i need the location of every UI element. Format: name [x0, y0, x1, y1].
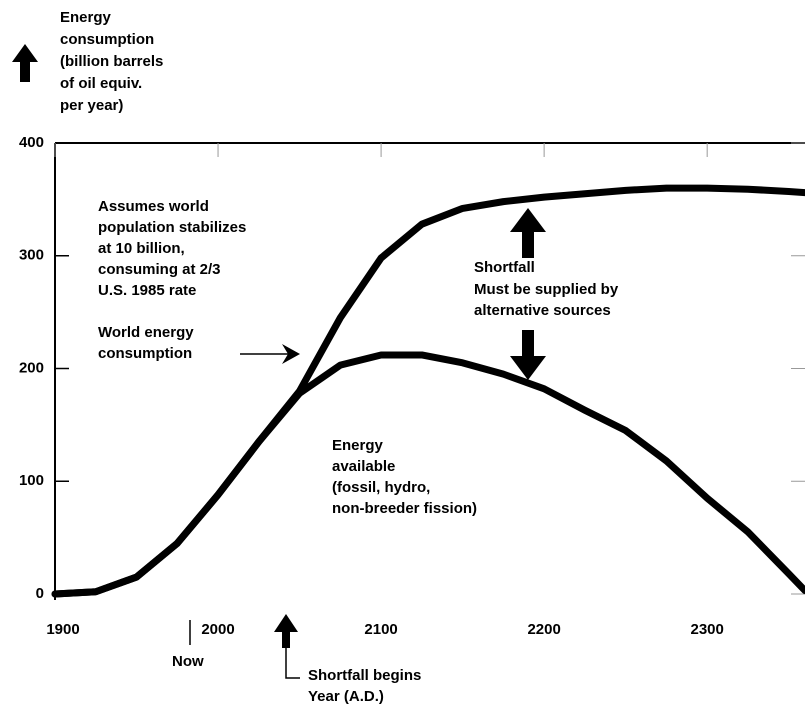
- y-tick-label: 400: [19, 134, 44, 151]
- y-tick-label: 300: [19, 247, 44, 264]
- x-label: Shortfall begins: [308, 667, 421, 684]
- pointer: [285, 648, 300, 679]
- line: [51, 351, 805, 598]
- x-tick-label: 2000: [201, 621, 234, 638]
- x-tick-label: 2300: [690, 621, 723, 638]
- y-label: (billion barrels: [60, 53, 163, 70]
- annotation: Now: [172, 653, 204, 670]
- annotation: U.S. 1985 rate: [98, 282, 196, 299]
- annotation: Assumes world: [98, 198, 209, 215]
- shortfall-begins-arrow: [274, 614, 298, 648]
- annotation: consumption: [98, 345, 192, 362]
- annotation: at 10 billion,: [98, 240, 185, 257]
- y-label: consumption: [60, 31, 154, 48]
- pointer-head: [282, 344, 300, 364]
- annotation: alternative sources: [474, 302, 611, 319]
- y-label: Energy: [60, 9, 112, 26]
- annotation: World energy: [98, 324, 194, 341]
- x-tick-label: 2100: [364, 621, 397, 638]
- y-tick-label: 100: [19, 472, 44, 489]
- y-label: of oil equiv.: [60, 75, 142, 92]
- y-tick-label: 0: [36, 585, 44, 602]
- shortfall-arrow: [510, 208, 546, 258]
- annotation: Shortfall: [474, 259, 535, 276]
- annotation: consuming at 2/3: [98, 261, 221, 278]
- annotation: (fossil, hydro,: [332, 479, 430, 496]
- shortfall-arrow: [510, 330, 546, 380]
- x-tick-label: 1900: [46, 621, 79, 638]
- annotation: Energy: [332, 437, 384, 454]
- y-label: per year): [60, 97, 123, 114]
- annotation: non-breeder fission): [332, 500, 477, 517]
- x-tick-label: 2200: [527, 621, 560, 638]
- annotation: available: [332, 458, 395, 475]
- axis-arrow: [12, 44, 38, 82]
- x-label: Year (A.D.): [308, 688, 384, 704]
- y-tick-label: 200: [19, 359, 44, 376]
- annotation: population stabilizes: [98, 219, 246, 236]
- annotation: Must be supplied by: [474, 281, 619, 298]
